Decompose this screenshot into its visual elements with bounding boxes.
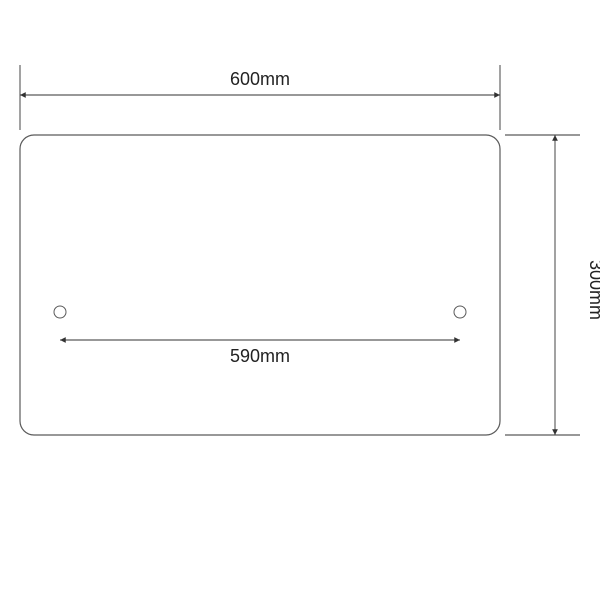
inner-dim-label: 590mm — [230, 346, 290, 366]
right-dim-label: 300mm — [586, 260, 600, 320]
top-dim-label: 600mm — [230, 69, 290, 89]
panel-outline — [20, 135, 500, 435]
dimension-diagram: 600mm 590mm 300mm — [0, 0, 600, 600]
